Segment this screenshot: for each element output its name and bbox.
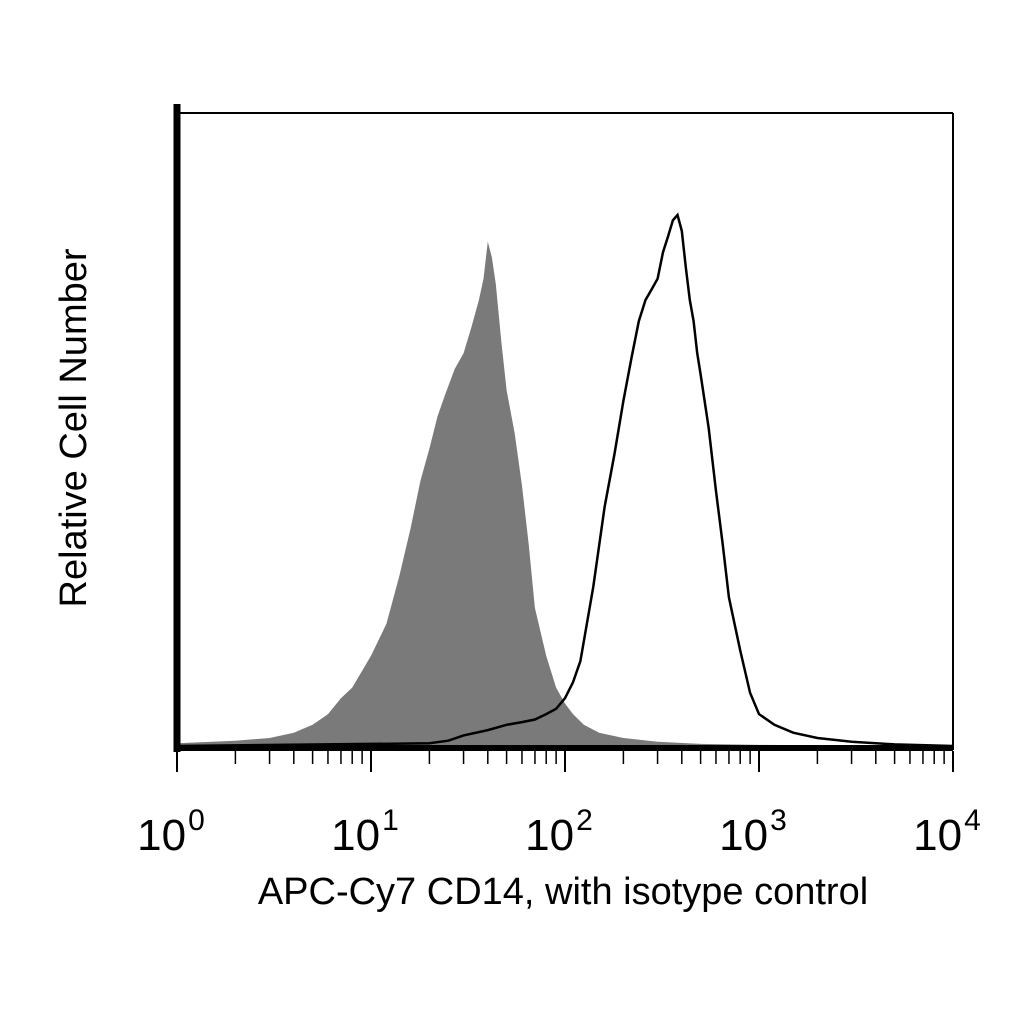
plot-area xyxy=(173,104,954,752)
x-tick-label-base: 10 xyxy=(137,811,186,860)
series-layer xyxy=(176,212,954,748)
x-tick-label: 100 xyxy=(137,804,205,860)
x-tick-label: 104 xyxy=(913,804,981,860)
x-tick-label: 102 xyxy=(525,804,593,860)
x-tick-label-exponent: 2 xyxy=(576,804,593,837)
x-tick-label-exponent: 1 xyxy=(382,804,399,837)
plot-background xyxy=(177,113,953,750)
x-tick-label-base: 10 xyxy=(331,811,380,860)
x-tick-label-base: 10 xyxy=(913,811,962,860)
x-tick-label: 101 xyxy=(331,804,399,860)
x-tick-label: 103 xyxy=(719,804,787,860)
outline-histogram-series xyxy=(176,212,954,748)
x-tick-label-base: 10 xyxy=(525,811,574,860)
x-tick-label-exponent: 0 xyxy=(188,804,205,837)
x-axis-tick-labels: 100 101 102 103 104 xyxy=(137,804,981,860)
x-axis-label: APC-Cy7 CD14, with isotype control xyxy=(258,871,868,913)
y-axis-label: Relative Cell Number xyxy=(53,248,95,607)
x-axis-ticks xyxy=(176,751,954,772)
x-tick-label-base: 10 xyxy=(719,811,768,860)
x-tick-label-exponent: 4 xyxy=(964,804,981,837)
x-tick-label-exponent: 3 xyxy=(770,804,787,837)
